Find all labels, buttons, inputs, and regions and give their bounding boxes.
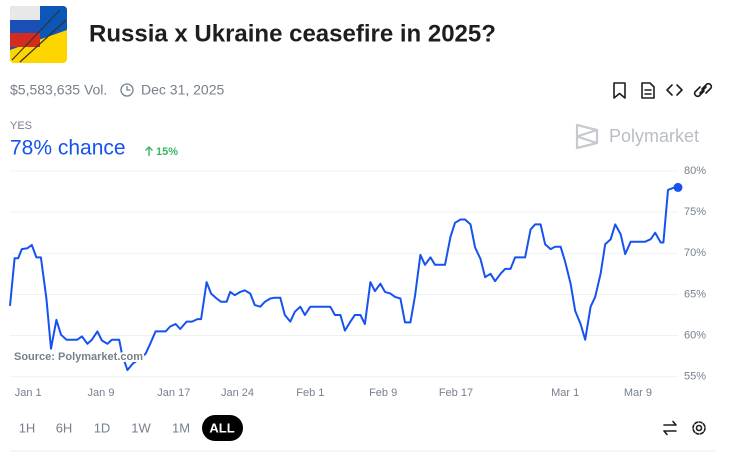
end-date: Dec 31, 2025: [141, 82, 224, 98]
outcome-chance: 78% chance: [10, 137, 126, 160]
embed-button[interactable]: [666, 84, 683, 96]
time-range-selector: 1H 6H 1D 1W 1M ALL: [19, 415, 243, 441]
bookmark-button[interactable]: [613, 82, 626, 99]
brand-logo: Polymarket: [575, 123, 699, 150]
time-range-button[interactable]: 6H: [56, 420, 73, 435]
y-tick-label: 75%: [684, 206, 706, 218]
link-button[interactable]: [693, 82, 713, 98]
time-range-active: [202, 415, 243, 441]
time-range-button[interactable]: 1W: [131, 420, 151, 435]
y-tick-label: 70%: [684, 247, 706, 259]
up-arrow: [145, 146, 153, 156]
time-range-button[interactable]: 1M: [172, 420, 190, 435]
x-tick-label: Jan 1: [15, 387, 42, 399]
time-range-button[interactable]: 1D: [94, 420, 111, 435]
market-title: Russia x Ukraine ceasefire in 2025?: [89, 20, 496, 47]
clock-icon: [120, 83, 134, 97]
outcome-label: YES: [10, 120, 32, 132]
x-tick-label: Feb 17: [439, 387, 473, 399]
x-tick-label: Jan 9: [88, 387, 115, 399]
market-icon: [10, 6, 67, 63]
time-range-button[interactable]: ALL: [209, 420, 234, 435]
x-tick-label: Jan 17: [157, 387, 190, 399]
x-tick-label: Jan 24: [221, 387, 254, 399]
y-tick-label: 55%: [684, 371, 706, 383]
document-button[interactable]: [641, 82, 655, 99]
y-tick-label: 80%: [684, 165, 706, 177]
current-point: [673, 182, 683, 192]
price-chart: 80% 75% 70% 65% 60% 55% Jan 1 Jan 9 Jan 17 Jan 24…: [9, 165, 706, 399]
x-tick-label: Mar 9: [624, 387, 652, 399]
brand-name: Polymarket: [609, 126, 699, 146]
price-line: [9, 186, 678, 372]
volume: $5,583,635 Vol.: [10, 82, 107, 98]
x-tick-label: Mar 1: [551, 387, 579, 399]
outcome-change: 15%: [156, 146, 178, 158]
chart-source: Source: Polymarket.com: [14, 351, 143, 363]
y-tick-label: 60%: [684, 329, 706, 341]
y-axis: 80% 75% 70% 65% 60% 55%: [684, 165, 706, 383]
time-range-button[interactable]: 1H: [19, 420, 36, 435]
x-tick-label: Feb 9: [369, 387, 397, 399]
swap-button[interactable]: [663, 420, 677, 436]
y-tick-label: 65%: [684, 288, 706, 300]
x-tick-label: Feb 1: [296, 387, 324, 399]
settings-button[interactable]: [692, 421, 706, 435]
